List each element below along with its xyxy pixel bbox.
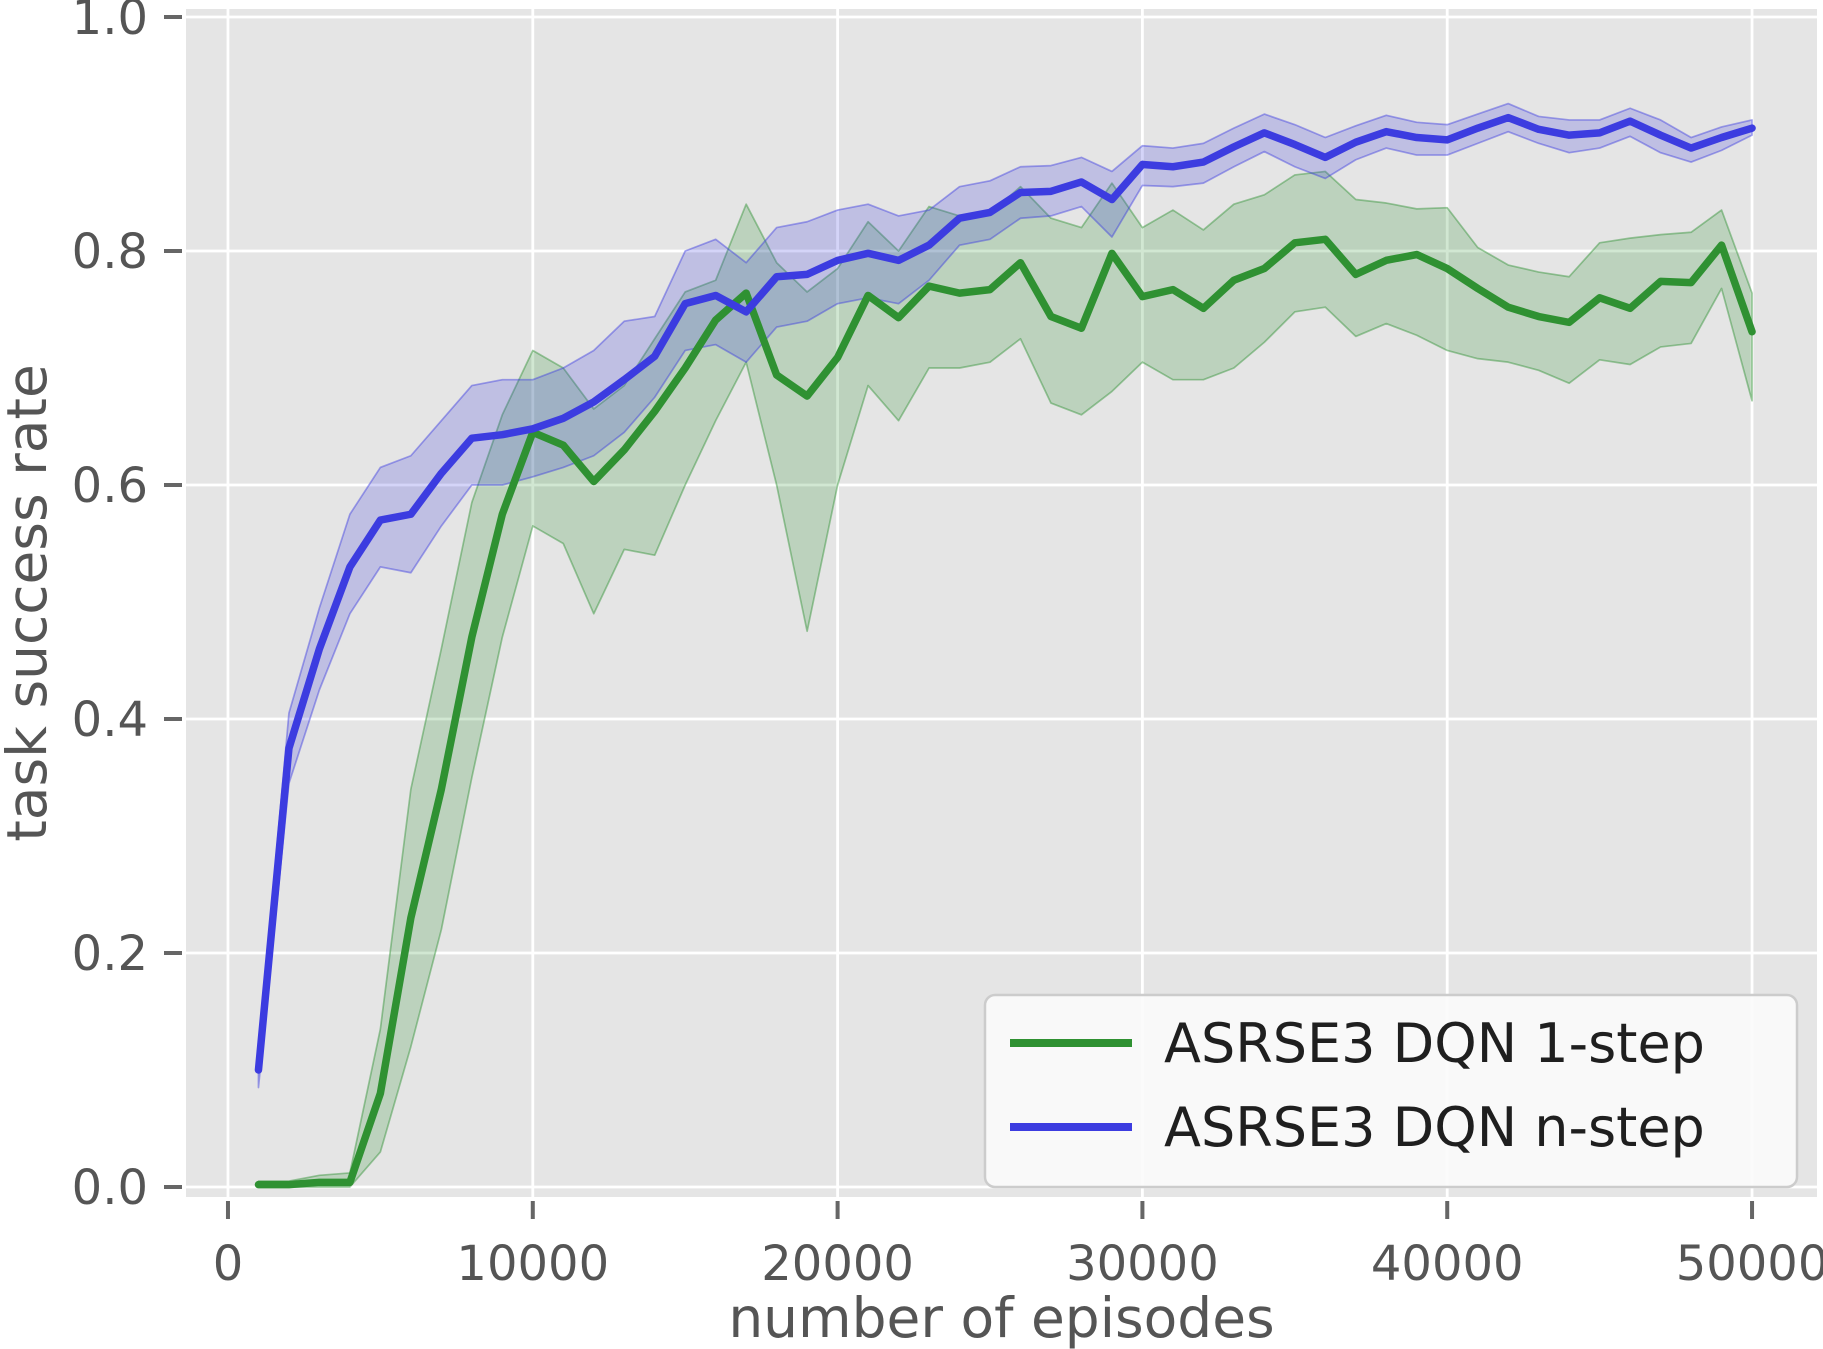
series-line-0 — [254, 235, 1756, 1189]
x-tick-label: 0 — [213, 1236, 244, 1292]
x-tick-label: 50000 — [1676, 1236, 1823, 1292]
x-tick-label: 10000 — [456, 1236, 609, 1292]
x-tick-label: 40000 — [1371, 1236, 1524, 1292]
y-tick-label: 0.2 — [72, 926, 148, 982]
confidence-band-series-1 — [257, 102, 1753, 1089]
y-tick-label: 0.6 — [72, 458, 148, 514]
series-line-1 — [254, 113, 1756, 1074]
legend-label-1: ASRSE3 DQN n-step — [1164, 1096, 1705, 1159]
legend-label-0: ASRSE3 DQN 1-step — [1164, 1012, 1705, 1075]
y-tick-label: 1.0 — [72, 0, 148, 46]
confidence-band-series-0 — [257, 170, 1753, 1188]
legend-box — [983, 993, 1799, 1189]
x-tick-label: 20000 — [761, 1236, 914, 1292]
y-tick-label: 0.0 — [72, 1160, 148, 1216]
legend: ASRSE3 DQN 1-step ASRSE3 DQN n-step — [983, 993, 1799, 1189]
x-tick-label: 30000 — [1066, 1236, 1219, 1292]
x-axis-label: number of episodes — [728, 1286, 1274, 1349]
y-tick-label: 0.4 — [72, 692, 148, 748]
y-axis-label: task success rate — [0, 364, 59, 842]
y-tick-label: 0.8 — [72, 224, 148, 280]
